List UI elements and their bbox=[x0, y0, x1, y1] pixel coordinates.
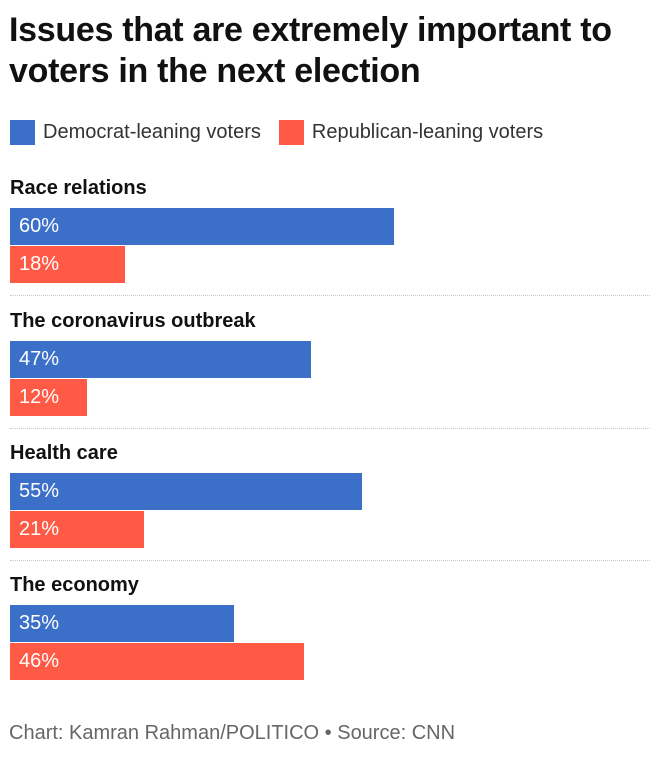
bar-republican: 46% bbox=[10, 643, 304, 680]
bar-value-label: 18% bbox=[19, 253, 60, 275]
bar-value-label: 55% bbox=[19, 480, 60, 502]
legend-item-republican: Republican-leaning voters bbox=[278, 119, 544, 145]
bar-republican: 18% bbox=[10, 246, 125, 283]
bar-value-label: 46% bbox=[19, 650, 60, 672]
legend-label-republican: Republican-leaning voters bbox=[311, 120, 544, 143]
bar-value-label: 12% bbox=[19, 386, 60, 408]
bar-value-label: 35% bbox=[19, 612, 60, 634]
legend-item-democrat: Democrat-leaning voters bbox=[10, 119, 261, 145]
category-group-economy: The economy 35% 46% bbox=[10, 572, 650, 682]
category-label: The economy bbox=[10, 574, 139, 596]
group-divider bbox=[10, 560, 650, 561]
category-label: The coronavirus outbreak bbox=[10, 310, 256, 332]
bar-democrat: 55% bbox=[10, 473, 362, 510]
category-group-coronavirus-outbreak: The coronavirus outbreak 47% 12% bbox=[10, 308, 650, 418]
group-divider bbox=[10, 295, 650, 296]
category-group-health-care: Health care 55% 21% bbox=[10, 440, 650, 550]
chart-title: Issues that are extremely important to v… bbox=[9, 11, 612, 90]
category-label: Health care bbox=[10, 442, 118, 464]
legend-swatch-republican bbox=[278, 119, 304, 145]
legend-label-democrat: Democrat-leaning voters bbox=[43, 120, 261, 143]
category-label: Race relations bbox=[10, 177, 147, 199]
bar-republican: 12% bbox=[10, 379, 87, 416]
bar-republican: 21% bbox=[10, 511, 144, 548]
group-divider bbox=[10, 428, 650, 429]
bar-democrat: 47% bbox=[10, 341, 311, 378]
bar-value-label: 60% bbox=[19, 215, 60, 237]
legend-swatch-democrat bbox=[10, 119, 35, 145]
legend: Democrat-leaning voters Republican-leani… bbox=[10, 118, 561, 146]
bar-democrat: 60% bbox=[10, 208, 394, 245]
chart-footer: Chart: Kamran Rahman/POLITICO • Source: … bbox=[9, 722, 456, 744]
bar-value-label: 47% bbox=[19, 348, 60, 370]
bar-value-label: 21% bbox=[19, 518, 60, 540]
category-group-race-relations: Race relations 60% 18% bbox=[10, 175, 650, 285]
bar-democrat: 35% bbox=[10, 605, 234, 642]
